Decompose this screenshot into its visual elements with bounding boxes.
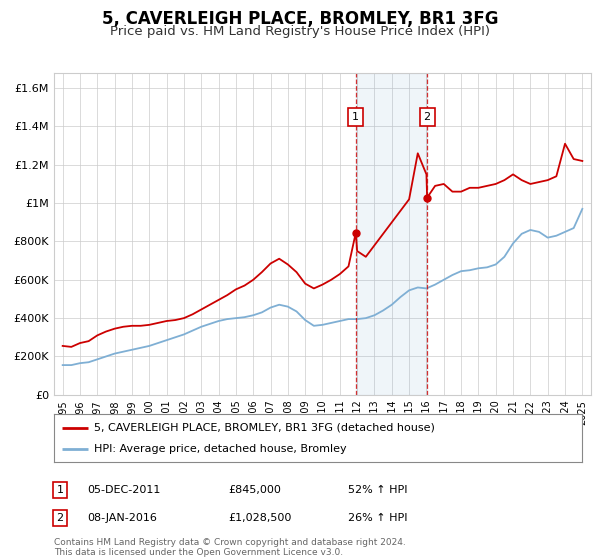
Text: Contains HM Land Registry data © Crown copyright and database right 2024.
This d: Contains HM Land Registry data © Crown c… [54,538,406,557]
Text: 5, CAVERLEIGH PLACE, BROMLEY, BR1 3FG (detached house): 5, CAVERLEIGH PLACE, BROMLEY, BR1 3FG (d… [94,423,434,433]
Text: 52% ↑ HPI: 52% ↑ HPI [348,485,407,495]
Text: £1,028,500: £1,028,500 [228,513,292,523]
Text: £845,000: £845,000 [228,485,281,495]
Text: 1: 1 [56,485,64,495]
Text: Price paid vs. HM Land Registry's House Price Index (HPI): Price paid vs. HM Land Registry's House … [110,25,490,38]
Text: 05-DEC-2011: 05-DEC-2011 [87,485,160,495]
Text: HPI: Average price, detached house, Bromley: HPI: Average price, detached house, Brom… [94,444,346,454]
Text: 08-JAN-2016: 08-JAN-2016 [87,513,157,523]
Text: 26% ↑ HPI: 26% ↑ HPI [348,513,407,523]
Text: 1: 1 [352,112,359,122]
Text: 5, CAVERLEIGH PLACE, BROMLEY, BR1 3FG: 5, CAVERLEIGH PLACE, BROMLEY, BR1 3FG [102,10,498,27]
Text: 2: 2 [56,513,64,523]
Text: 2: 2 [424,112,431,122]
Bar [356,73,427,395]
